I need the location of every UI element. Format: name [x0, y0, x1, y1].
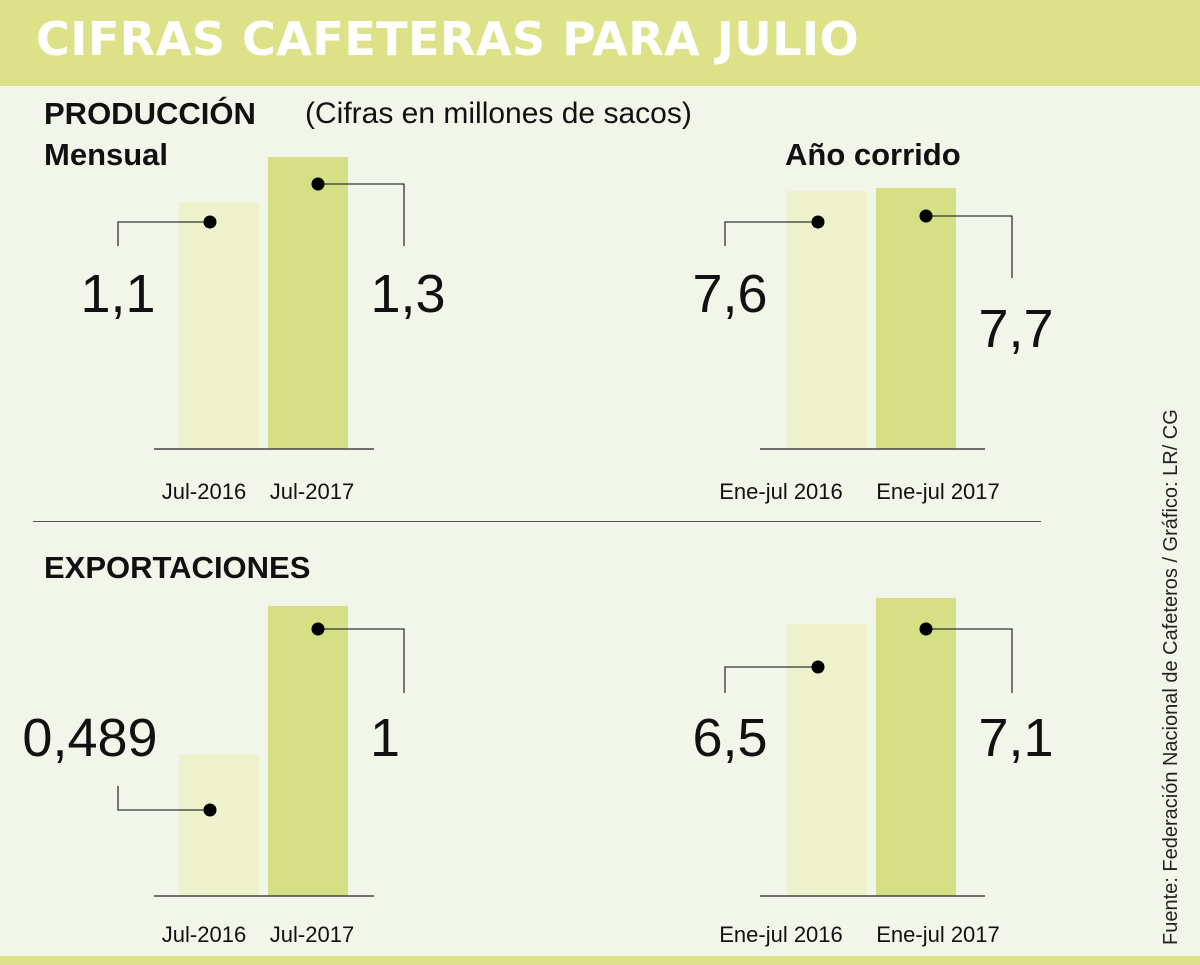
value-label-3-1: 7,1: [978, 708, 1053, 768]
category-label-0-0: Jul-2016: [162, 479, 246, 504]
value-label-2-1: 1: [370, 708, 400, 768]
ytd-label: Año corrido: [785, 137, 961, 172]
category-label-3-0: Ene-jul 2016: [719, 922, 843, 947]
bar-3-0: [787, 624, 867, 896]
bar-0-0: [179, 201, 259, 449]
data-point-1-1: [919, 209, 933, 223]
exports-title: EXPORTACIONES: [44, 550, 311, 585]
section-divider: [33, 521, 1041, 522]
monthly-label: Mensual: [44, 137, 169, 172]
value-label-0-0: 1,1: [80, 264, 155, 324]
value-label-1-0: 7,6: [692, 264, 767, 324]
production-title: PRODUCCIÓN: [44, 96, 256, 131]
bar-1-0: [787, 191, 867, 449]
bar-3-1: [876, 598, 956, 896]
bottom-bar: [0, 956, 1200, 965]
bar-2-1: [268, 606, 348, 896]
category-label-2-0: Jul-2016: [162, 922, 246, 947]
value-label-1-1: 7,7: [978, 299, 1053, 359]
leader-line-0-1: [318, 183, 405, 246]
data-point-3-1: [919, 622, 933, 636]
leader-line-2-0: [117, 786, 210, 811]
leader-line-3-1: [926, 628, 1013, 693]
value-label-0-1: 1,3: [370, 264, 445, 324]
page-title: CIFRAS CAFETERAS PARA JULIO: [36, 12, 860, 66]
leader-line-2-1: [318, 628, 405, 693]
leader-line-3-0: [724, 666, 818, 693]
data-point-3-0: [811, 660, 825, 674]
data-point-1-0: [811, 215, 825, 229]
header-bar: CIFRAS CAFETERAS PARA JULIO: [0, 0, 1200, 86]
data-point-0-0: [203, 215, 217, 229]
data-point-2-1: [311, 622, 325, 636]
leader-line-1-1: [926, 215, 1013, 278]
leader-line-0-0: [117, 221, 210, 246]
category-label-3-1: Ene-jul 2017: [876, 922, 1000, 947]
bar-0-1: [268, 157, 348, 449]
value-label-3-0: 6,5: [692, 708, 767, 768]
bar-2-0: [179, 754, 259, 896]
source-note: Fuente: Federación Nacional de Cafeteros…: [1160, 409, 1182, 945]
production-subtitle: (Cifras en millones de sacos): [305, 97, 692, 130]
data-point-0-1: [311, 177, 325, 191]
bar-1-1: [876, 188, 956, 449]
category-label-1-0: Ene-jul 2016: [719, 479, 843, 504]
value-label-2-0: 0,489: [22, 708, 157, 768]
data-point-2-0: [203, 803, 217, 817]
category-label-2-1: Jul-2017: [270, 922, 354, 947]
category-label-1-1: Ene-jul 2017: [876, 479, 1000, 504]
category-label-0-1: Jul-2017: [270, 479, 354, 504]
leader-line-1-0: [724, 221, 818, 246]
